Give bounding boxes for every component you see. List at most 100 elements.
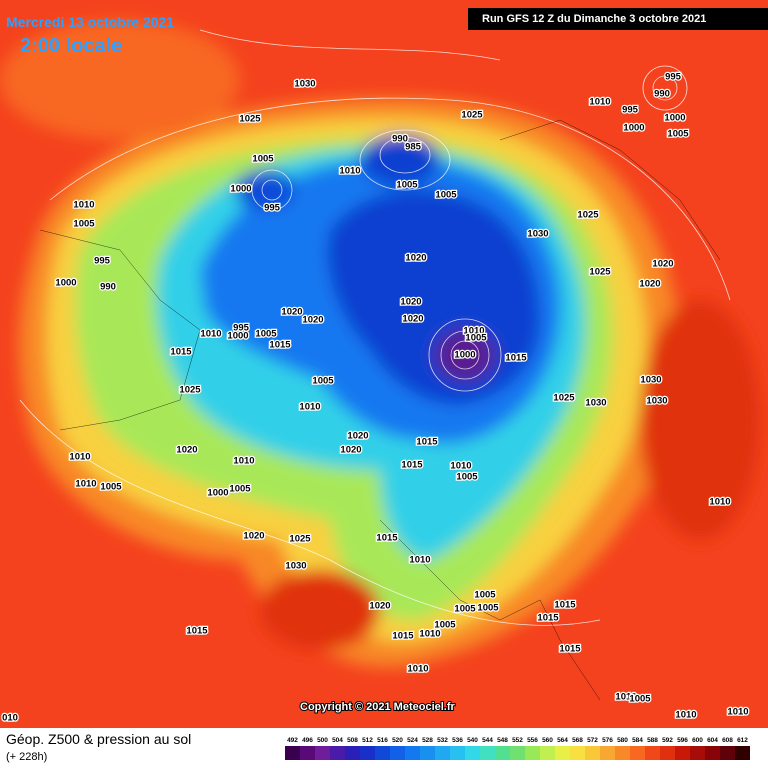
legend-swatch [345, 746, 360, 760]
legend-label: 580 [617, 737, 628, 744]
isobar-label: 1010 [339, 166, 360, 177]
isobar-label: 1010 [299, 402, 320, 413]
isobar-label: 1015 [170, 347, 192, 358]
copyright: Copyright © 2021 Meteociel.fr [300, 701, 456, 713]
legend-swatch [690, 746, 705, 760]
run-info: Run GFS 12 Z du Dimanche 3 octobre 2021 [482, 13, 706, 25]
legend-label: 548 [497, 737, 508, 744]
isobar-label: 1025 [553, 393, 575, 404]
isobar-label: 1005 [312, 376, 334, 387]
legend-swatch [285, 746, 300, 760]
isobar-label: 1020 [405, 253, 426, 264]
isobar-label: 1010 [407, 664, 428, 675]
isobar-label: 995 [94, 256, 111, 267]
isobar-label: 1020 [340, 445, 361, 456]
isobar-label: 1010 [409, 555, 430, 566]
legend-label: 596 [677, 737, 688, 744]
isobar-label: 1015 [505, 353, 527, 364]
legend-label: 576 [602, 737, 613, 744]
isobar-label: 1005 [255, 329, 277, 340]
legend-label: 516 [377, 737, 388, 744]
isobar-label: 1010 [450, 461, 471, 472]
isobar-label: 1005 [629, 694, 651, 705]
isobar-label: 1010 [69, 452, 90, 463]
isobar-label: 1020 [281, 307, 302, 318]
isobar-label: 1015 [401, 460, 423, 471]
isobar-label: 1005 [465, 333, 487, 344]
isobar-label: 1005 [454, 604, 476, 615]
footer-title: Géop. Z500 & pression au sol [6, 731, 191, 747]
legend-label: 556 [527, 737, 538, 744]
legend-swatch [660, 746, 675, 760]
isobar-label: 1010 [463, 326, 484, 337]
isobar-label: 990 [392, 134, 408, 145]
legend-label: 604 [707, 737, 718, 744]
isobar-label: 1030 [294, 79, 315, 90]
isobar-label: 1005 [667, 129, 689, 140]
legend-swatch [630, 746, 645, 760]
legend-swatch [450, 746, 465, 760]
isobar-label: 995 [233, 323, 250, 334]
isobar-label: 1005 [456, 472, 478, 483]
legend-swatch [480, 746, 495, 760]
isobar-label: 1010 [73, 200, 94, 211]
isobar-label: 1010 [75, 479, 96, 490]
isobar-label: 990 [100, 282, 116, 293]
legend-swatch [465, 746, 480, 760]
isobar-label: 1000 [664, 113, 685, 124]
isobar-label: 1000 [623, 123, 644, 134]
isobar-label: 995 [665, 72, 682, 83]
isobar-label: 1015 [186, 626, 208, 637]
isobar-label: 1000 [230, 184, 251, 195]
isobar-label: 995 [264, 203, 281, 214]
legend-label: 612 [737, 737, 748, 744]
coastlines [39, 119, 721, 701]
isobar-label: 1030 [640, 375, 661, 386]
isobar-label: 1005 [396, 180, 418, 191]
legend-label: 592 [662, 737, 673, 744]
isobar-label: 1005 [100, 482, 122, 493]
isobar-label: 1005 [477, 603, 499, 614]
isobar-label: 1015 [537, 613, 559, 624]
legend-swatch [645, 746, 660, 760]
legend-swatch [390, 746, 405, 760]
isobar-label: 1030 [646, 396, 667, 407]
legend-label: 540 [467, 737, 478, 744]
isobar-label: 1010 [675, 710, 696, 721]
isobar-label: 1025 [589, 267, 611, 278]
legend-label: 520 [392, 737, 403, 744]
legend-label: 492 [287, 737, 298, 744]
isobar-label: 1010 [589, 97, 610, 108]
legend-swatch [600, 746, 615, 760]
forecast-time: 2:00 locale [20, 35, 122, 57]
legend-label: 508 [347, 737, 358, 744]
legend-label: 560 [542, 737, 553, 744]
legend-label: 552 [512, 737, 523, 744]
legend-label: 524 [407, 737, 418, 744]
isobar-label: 990 [654, 89, 670, 100]
isobar-label: 1010 [419, 629, 440, 640]
legend-label: 588 [647, 737, 658, 744]
legend-swatch [360, 746, 375, 760]
isobar-label: 010 [2, 713, 18, 724]
legend-swatch [300, 746, 315, 760]
isobar-label: 1000 [55, 278, 76, 289]
isobar-label: 1030 [585, 398, 606, 409]
isobar-label: 1020 [347, 431, 368, 442]
legend-swatch [540, 746, 555, 760]
isobar-label: 1025 [179, 385, 201, 396]
isobar-label: 1020 [652, 259, 673, 270]
legend-swatch [720, 746, 735, 760]
isobar-label: 1010 [233, 456, 254, 467]
isobar-label: 1025 [577, 210, 599, 221]
legend-label: 496 [302, 737, 313, 744]
footer-lead: (+ 228h) [6, 751, 47, 763]
isobar-label: 1015 [392, 631, 414, 642]
isobar-label: 1020 [176, 445, 197, 456]
legend-swatch [705, 746, 720, 760]
isobar-label: 1005 [474, 590, 496, 601]
isobar-label: 1010 [709, 497, 730, 508]
legend-swatch [555, 746, 570, 760]
